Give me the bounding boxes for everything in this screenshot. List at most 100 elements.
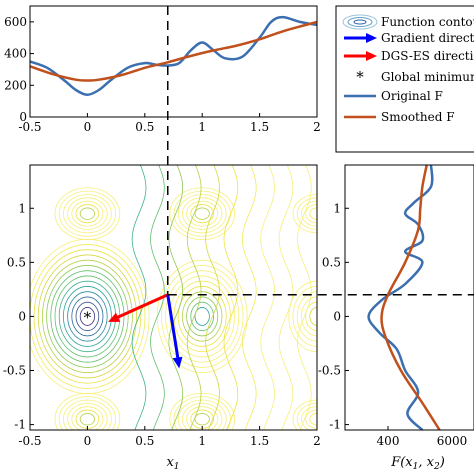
contour-ring [79,207,96,220]
top-xtick-label: 2 [313,120,321,134]
contour-ring [63,194,112,234]
contour-ring [181,291,223,342]
right-ytick-label: -0.5 [318,364,341,378]
contour-ellipses-icon [342,14,378,30]
contour-ring [186,406,219,430]
legend: Function contours Gradient direction DGS… [335,5,474,153]
contour-ring [177,286,227,347]
contour-ring [54,392,121,430]
top-ytick-label: 600 [4,15,27,29]
legend-label-gradient: Gradient direction [381,31,474,45]
contour-band-line [131,165,147,430]
gradient-direction-arrow-shaft [166,294,180,361]
contour-ring [63,286,112,347]
right-ytick-label: 0.5 [322,255,341,269]
right-series-smoothed-line [380,165,441,430]
top-xtick-label: 0 [84,120,92,134]
top-ytick-label: 200 [4,78,27,92]
contour-ytick-label: 0.5 [7,255,26,269]
top-series-original-line [30,15,317,97]
crosshair-lines [167,6,474,296]
gradient-direction-arrow-head [172,356,183,369]
right-xlabel: F(x1, x2) [390,455,445,472]
contour-ring [71,406,104,430]
contour-ring [194,207,210,220]
red-arrow-icon [344,51,377,61]
contour-ring [67,402,108,430]
top-ytick-label: 400 [4,47,27,61]
right-ytick-label: 1 [333,201,341,215]
contour-ring [296,402,317,430]
contour-band-line [223,165,239,430]
contour-ring [169,187,235,240]
right-axes-box [344,164,474,431]
contour-xtick-label: 2 [313,434,321,448]
contour-band-line [260,165,275,430]
contour-ring [194,413,210,426]
contour-ring [165,270,240,363]
contour-band-line [168,165,184,430]
contour-ring [305,204,317,224]
contour-band-line [297,165,312,430]
contour-ring [305,301,317,332]
contour-ring [37,254,138,379]
right-xtick-label: 6000 [437,434,468,448]
contour-ring [186,200,219,227]
right-ytick-label: 0 [333,309,341,323]
contour-ring [305,409,317,429]
contour-xtick-label: -0.5 [18,434,41,448]
contour-band-line [241,165,257,430]
contour-ring [58,190,117,237]
contour-ring [58,396,116,430]
contour-ring [160,265,244,368]
contour-ytick-label: -0.5 [3,364,26,378]
top-xtick-label: 0.5 [135,120,154,134]
contour-ring [46,265,129,368]
contour-ytick-label: -1 [14,418,26,432]
legend-label-original: Original F [381,89,443,103]
contour-ring [67,291,108,342]
legend-item-global-min: * Global minimum [356,68,474,86]
legend-label-smoothed: Smoothed F [381,110,455,124]
contour-ring [75,204,100,224]
top-xtick-label: -0.5 [18,120,41,134]
top-xtick-label: 1.5 [250,120,269,134]
contour-ring [194,307,210,326]
top-axes-box [29,5,318,118]
contour-ring [173,396,231,430]
contour-ring [71,200,104,227]
contour-ring [71,296,104,337]
contour-ring [75,301,100,332]
legend-item-original: Original F [344,89,443,103]
contour-panel: * -0.5 0 0.5 1 1.5 2 -1 -0.5 0 0.5 1 x1 [3,164,321,472]
legend-item-smoothed: Smoothed F [344,110,455,124]
contour-ring [169,392,235,430]
contour-ring [292,194,317,234]
contour-xtick-label: 0.5 [135,434,154,448]
contour-ring [30,244,146,389]
contour-ring [173,280,231,353]
contour-ring [30,238,150,395]
contour-ring [296,197,317,230]
legend-item-gradient: Gradient direction [344,31,474,45]
right-series-original-line [367,165,434,430]
contour-ring [173,190,231,237]
contour-xtick-label: 1.5 [250,434,269,448]
contour-ring [182,402,223,430]
top-xtick-label: 1 [198,120,206,134]
right-xtick-label: 400 [377,434,400,448]
contour-ring [79,413,96,426]
dgs-direction-arrow-head [108,312,121,322]
contour-ring [177,194,227,234]
top-series-smoothed-line [30,20,317,82]
contour-band-line [278,165,294,430]
contour-axes-box [29,164,318,431]
contour-ring [50,270,125,363]
blue-arrow-icon [344,33,377,43]
top-ytick-label: 0 [19,110,27,124]
right-plot-area [345,165,474,430]
contour-xlabel: x1 [166,455,179,472]
legend-item-dgs: DGS-ES direction [344,49,474,63]
right-slice-panel: 400 6000 -1 -0.5 0 0.5 1 F(x1, x2) [318,164,474,472]
